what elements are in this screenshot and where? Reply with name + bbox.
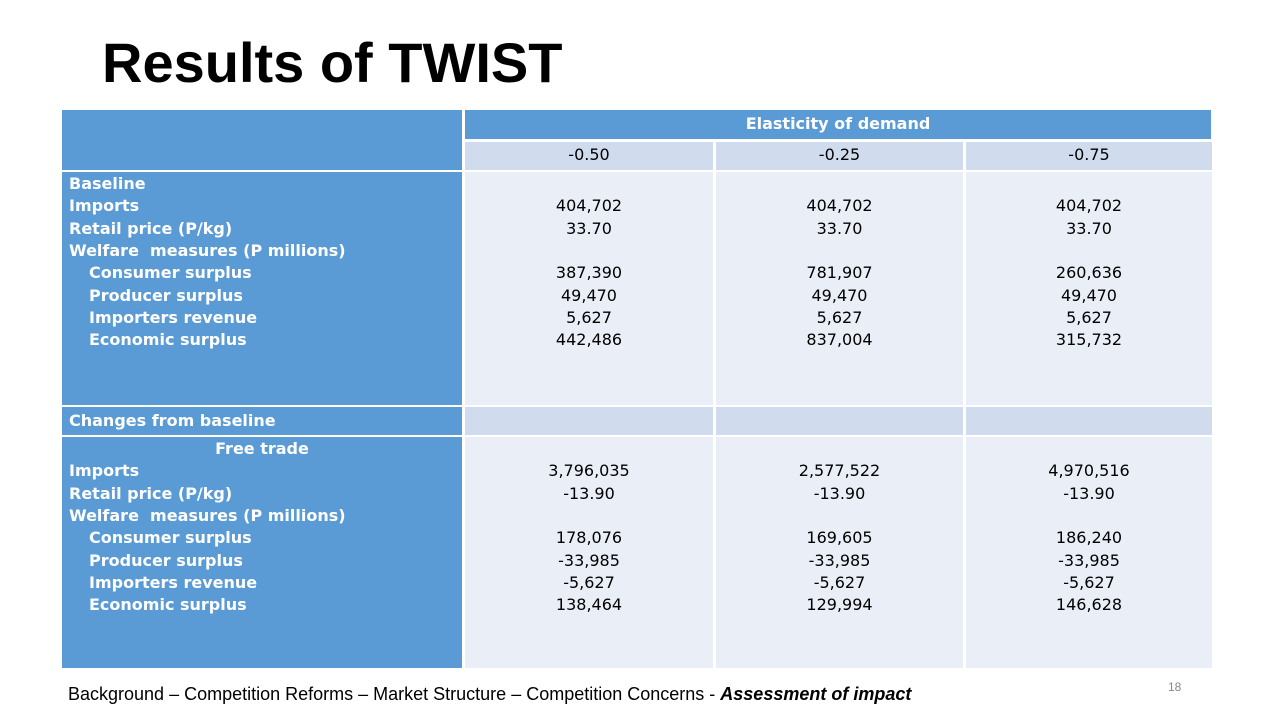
value-cell <box>966 172 1212 405</box>
value-cell <box>966 437 1212 668</box>
value: 186,240 <box>1055 528 1123 548</box>
value: 442,486 <box>555 330 623 350</box>
row-label: Imports <box>69 196 140 216</box>
value: -33,985 <box>1058 550 1120 570</box>
value: -13.90 <box>813 483 866 503</box>
value: 5,627 <box>566 307 612 327</box>
value: 781,907 <box>806 263 873 283</box>
value: -13.90 <box>1063 483 1115 503</box>
value: 178,076 <box>555 528 623 548</box>
slide-title: Results of TWIST <box>102 31 563 94</box>
column-label: -0.50 <box>568 145 610 164</box>
column-label: -0.75 <box>1068 145 1110 164</box>
column-cell <box>716 142 963 170</box>
page-number: 18 <box>1168 680 1182 694</box>
value: -5,627 <box>813 572 866 592</box>
value: -33,985 <box>808 550 871 570</box>
row-label: Welfare measures (P millions) <box>69 240 346 260</box>
row-label-cell <box>62 407 462 435</box>
value-cell <box>465 437 713 668</box>
value: 138,464 <box>555 595 623 615</box>
column-cell <box>465 142 713 170</box>
value: 169,605 <box>806 528 873 548</box>
value-cell <box>465 407 713 435</box>
value: 2,577,522 <box>798 461 881 481</box>
value: 4,970,516 <box>1048 461 1130 481</box>
row-label: Producer surplus <box>89 285 243 305</box>
row-label: Retail price (P/kg) <box>69 483 233 503</box>
row-label: Baseline <box>69 174 146 193</box>
value: 387,390 <box>555 263 623 283</box>
footer-emphasis: Assessment of impact <box>720 684 912 704</box>
value-cell <box>465 172 713 405</box>
value: 49,470 <box>811 285 868 305</box>
value-cell <box>716 437 963 668</box>
section-heading: Free trade <box>215 439 309 458</box>
value: 49,470 <box>561 285 617 305</box>
value: 404,702 <box>1055 196 1123 216</box>
value: -5,627 <box>1063 572 1115 592</box>
row-label: Producer surplus <box>89 550 243 570</box>
row-label-cell <box>62 437 462 668</box>
header-text: Elasticity of demand <box>745 114 931 133</box>
row-label: Importers revenue <box>89 572 258 592</box>
footer: Background – Competition Reforms – Marke… <box>68 684 911 705</box>
column-label: -0.25 <box>818 145 861 164</box>
column-cell <box>966 142 1212 170</box>
row-label: Economic surplus <box>89 330 247 350</box>
row-label: Economic surplus <box>89 595 247 615</box>
value: -5,627 <box>563 572 615 592</box>
value: 49,470 <box>1061 285 1117 305</box>
row-label: Consumer surplus <box>89 263 252 283</box>
value: 260,636 <box>1055 263 1123 283</box>
row-label: Imports <box>69 461 140 481</box>
row-label: Welfare measures (P millions) <box>69 505 346 525</box>
divider-label: Changes from baseline <box>69 411 276 430</box>
row-label: Retail price (P/kg) <box>69 218 233 238</box>
value: 3,796,035 <box>548 461 630 481</box>
row-label-cell <box>62 172 462 405</box>
value: 837,004 <box>806 330 873 350</box>
value-cell <box>716 407 963 435</box>
footer-text: Background – Competition Reforms – Marke… <box>68 684 721 704</box>
value: 5,627 <box>816 307 863 327</box>
value: -13.90 <box>563 483 615 503</box>
value: -33,985 <box>558 550 620 570</box>
value-cell <box>966 407 1212 435</box>
value: 129,994 <box>806 595 873 615</box>
header-corner <box>62 110 462 170</box>
value: 5,627 <box>1066 307 1112 327</box>
row-label: Consumer surplus <box>89 528 252 548</box>
value: 315,732 <box>1055 330 1123 350</box>
row-label: Importers revenue <box>89 307 258 327</box>
value: 33.70 <box>566 218 612 238</box>
value: 33.70 <box>1066 218 1112 238</box>
value: 33.70 <box>816 218 863 238</box>
header-band <box>465 110 1211 139</box>
value: 404,702 <box>555 196 623 216</box>
value: 404,702 <box>806 196 873 216</box>
value-cell <box>716 172 963 405</box>
value: 146,628 <box>1055 595 1123 615</box>
